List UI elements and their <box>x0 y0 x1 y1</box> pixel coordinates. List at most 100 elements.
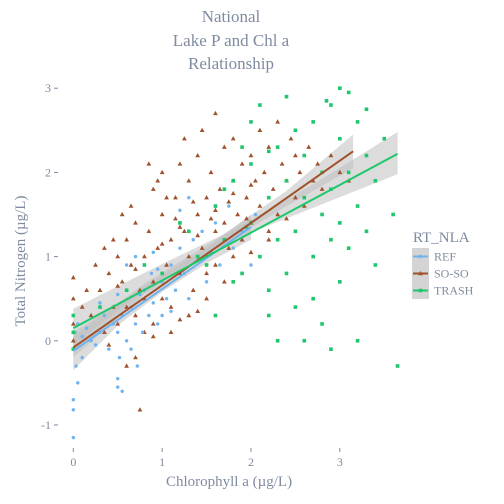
point-ref <box>129 347 133 351</box>
point-so-so <box>253 178 258 183</box>
point-trash <box>71 347 76 351</box>
point-trash <box>275 338 280 343</box>
point-so-so <box>106 270 112 276</box>
point-so-so <box>208 216 214 221</box>
point-so-so <box>221 144 227 149</box>
point-so-so <box>150 333 156 339</box>
point-so-so <box>173 216 178 221</box>
point-so-so <box>306 144 312 149</box>
point-trash <box>355 120 360 124</box>
point-ref <box>107 347 111 351</box>
point-so-so <box>230 190 236 196</box>
point-trash <box>302 338 307 343</box>
y-tick-label: 1 <box>45 250 51 264</box>
point-trash <box>284 271 289 276</box>
point-trash <box>338 86 342 91</box>
point-so-so <box>195 308 201 314</box>
point-so-so <box>261 169 267 175</box>
point-trash <box>284 94 289 99</box>
y-axis-title: Total Nitrogen (µg/L) <box>13 196 29 327</box>
fit-line-so-so <box>72 150 354 349</box>
point-trash <box>373 179 378 183</box>
point-so-so <box>159 169 165 175</box>
fit-lines <box>72 150 399 352</box>
point-so-so <box>248 182 254 187</box>
point-trash <box>324 99 329 103</box>
point-ref <box>178 246 182 250</box>
point-so-so <box>181 228 187 234</box>
confidence-bands <box>73 132 398 371</box>
point-trash <box>160 271 164 276</box>
point-ref <box>124 339 129 343</box>
point-ref <box>187 296 191 301</box>
point-trash <box>240 145 244 149</box>
point-trash <box>178 221 182 225</box>
point-ref <box>74 364 78 368</box>
point-so-so <box>213 110 218 116</box>
point-so-so <box>195 152 201 158</box>
point-so-so <box>150 186 156 191</box>
chart-title-line-1: National <box>202 7 261 26</box>
point-so-so <box>235 211 241 217</box>
point-ref <box>133 254 138 259</box>
point-so-so <box>297 169 303 175</box>
point-trash <box>258 103 262 107</box>
point-so-so <box>159 241 165 246</box>
legend-key-marker-ref <box>418 254 423 259</box>
point-ref <box>149 271 154 276</box>
point-ref <box>76 381 80 385</box>
point-so-so <box>110 237 116 242</box>
point-so-so <box>226 245 232 250</box>
point-so-so <box>137 407 143 412</box>
point-ref <box>135 364 139 368</box>
point-ref <box>164 296 169 301</box>
point-trash <box>204 263 209 267</box>
point-trash <box>71 330 76 335</box>
point-trash <box>222 237 227 242</box>
point-trash <box>249 162 253 166</box>
point-trash <box>338 280 342 284</box>
point-ref <box>169 263 173 267</box>
point-so-so <box>97 287 103 292</box>
point-ref <box>71 397 76 402</box>
legend-title: RT_NLA <box>413 230 470 246</box>
plot-area <box>70 86 400 440</box>
x-tick-label: 0 <box>70 455 76 469</box>
point-ref <box>249 263 253 267</box>
point-so-so <box>186 312 192 318</box>
point-so-so <box>115 321 121 326</box>
legend-key-marker-trash <box>418 288 423 293</box>
point-so-so <box>275 119 281 124</box>
point-so-so <box>177 224 183 229</box>
point-ref <box>140 330 145 335</box>
point-ref <box>147 313 151 318</box>
point-so-so <box>319 186 325 191</box>
point-so-so <box>141 253 147 259</box>
point-so-so <box>93 262 98 267</box>
point-so-so <box>244 216 249 221</box>
point-trash <box>329 237 333 242</box>
point-so-so <box>328 152 334 158</box>
point-trash <box>329 347 333 351</box>
point-ref <box>117 355 122 360</box>
legend-label-ref: REF <box>434 250 456 264</box>
point-trash <box>195 254 200 259</box>
point-trash <box>329 103 333 107</box>
point-so-so <box>230 253 236 259</box>
point-trash <box>266 288 271 293</box>
point-so-so <box>150 321 156 326</box>
point-so-so <box>133 220 138 225</box>
point-so-so <box>128 203 134 208</box>
chart-title-line-2: Lake P and Chl a <box>173 31 290 50</box>
point-so-so <box>133 312 138 318</box>
chart-title-line-3: Relationship <box>188 54 274 73</box>
point-so-so <box>70 321 76 326</box>
point-ref <box>116 292 120 297</box>
point-trash <box>346 246 351 250</box>
point-ref <box>71 435 76 440</box>
point-trash <box>311 120 315 124</box>
point-trash <box>355 204 360 208</box>
point-trash <box>355 338 360 343</box>
point-so-so <box>293 152 298 158</box>
